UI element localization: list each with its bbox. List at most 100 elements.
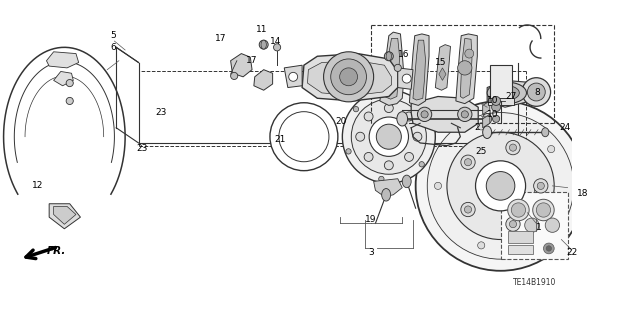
Circle shape — [506, 140, 520, 155]
Ellipse shape — [428, 113, 574, 259]
Text: 17: 17 — [214, 34, 226, 43]
Circle shape — [379, 176, 384, 182]
Ellipse shape — [541, 128, 549, 137]
Ellipse shape — [340, 68, 358, 86]
Text: 5: 5 — [111, 31, 116, 40]
Circle shape — [458, 61, 472, 75]
Text: 10: 10 — [487, 96, 499, 106]
Text: FR.: FR. — [47, 246, 66, 256]
Text: 19: 19 — [365, 215, 377, 224]
Circle shape — [536, 203, 550, 217]
Polygon shape — [398, 68, 413, 89]
Ellipse shape — [487, 82, 527, 104]
Polygon shape — [410, 34, 429, 105]
Ellipse shape — [476, 161, 525, 211]
Polygon shape — [49, 204, 81, 229]
Circle shape — [509, 220, 516, 228]
Polygon shape — [435, 45, 451, 90]
Ellipse shape — [483, 114, 492, 124]
Bar — [488, 98, 514, 105]
Ellipse shape — [381, 189, 390, 201]
Text: 3: 3 — [368, 249, 374, 257]
Polygon shape — [385, 38, 399, 99]
Circle shape — [525, 218, 539, 232]
Circle shape — [477, 242, 484, 249]
Ellipse shape — [397, 112, 408, 126]
Circle shape — [548, 145, 555, 153]
Bar — [508, 231, 532, 243]
Circle shape — [385, 161, 394, 170]
Ellipse shape — [522, 78, 550, 106]
Text: 18: 18 — [577, 189, 588, 197]
Circle shape — [404, 152, 413, 161]
Circle shape — [543, 243, 554, 254]
Ellipse shape — [494, 86, 519, 100]
Circle shape — [461, 111, 468, 118]
Circle shape — [545, 218, 559, 232]
Text: 23: 23 — [136, 144, 147, 153]
Polygon shape — [439, 68, 446, 80]
Circle shape — [273, 44, 281, 51]
Text: 8: 8 — [534, 87, 540, 97]
Bar — [490, 65, 512, 101]
Ellipse shape — [331, 59, 367, 95]
Text: 25: 25 — [476, 147, 486, 156]
Circle shape — [509, 144, 516, 151]
Polygon shape — [54, 71, 74, 86]
Circle shape — [394, 64, 401, 71]
Polygon shape — [284, 65, 302, 87]
Circle shape — [356, 132, 365, 141]
Polygon shape — [54, 206, 76, 224]
Circle shape — [493, 115, 500, 122]
Circle shape — [461, 202, 475, 217]
Circle shape — [353, 107, 358, 112]
Polygon shape — [483, 101, 490, 114]
Ellipse shape — [279, 112, 329, 162]
Text: 24: 24 — [559, 123, 570, 132]
Polygon shape — [302, 54, 398, 101]
Circle shape — [465, 49, 474, 58]
Circle shape — [461, 155, 475, 169]
Ellipse shape — [483, 126, 492, 138]
Polygon shape — [47, 52, 79, 68]
Circle shape — [506, 217, 520, 231]
Circle shape — [66, 79, 74, 87]
Circle shape — [413, 132, 422, 141]
Text: 16: 16 — [398, 50, 409, 59]
Polygon shape — [411, 96, 478, 132]
Polygon shape — [456, 34, 477, 104]
Text: 14: 14 — [269, 37, 281, 46]
Circle shape — [465, 159, 472, 166]
Circle shape — [421, 111, 428, 118]
Text: 21: 21 — [275, 135, 286, 144]
Text: 17: 17 — [246, 56, 258, 65]
Polygon shape — [483, 114, 490, 128]
Text: 6: 6 — [111, 43, 116, 52]
Text: TE14B1910: TE14B1910 — [513, 278, 556, 287]
Circle shape — [492, 103, 500, 112]
Circle shape — [404, 112, 413, 121]
Circle shape — [465, 206, 472, 213]
Circle shape — [537, 182, 545, 189]
Polygon shape — [380, 32, 404, 105]
Circle shape — [548, 219, 555, 226]
Ellipse shape — [376, 124, 401, 149]
Polygon shape — [254, 70, 273, 90]
Circle shape — [426, 119, 432, 125]
Circle shape — [458, 107, 472, 122]
Circle shape — [346, 149, 351, 154]
Ellipse shape — [369, 117, 408, 156]
Circle shape — [417, 107, 432, 122]
Ellipse shape — [527, 83, 545, 101]
Ellipse shape — [261, 40, 266, 49]
Text: 12: 12 — [32, 182, 44, 190]
Circle shape — [66, 97, 74, 105]
Circle shape — [394, 92, 399, 97]
Ellipse shape — [486, 172, 515, 200]
Text: 23: 23 — [155, 108, 166, 117]
Text: 27: 27 — [506, 92, 517, 101]
Circle shape — [532, 199, 554, 221]
Circle shape — [419, 162, 424, 167]
Circle shape — [259, 40, 268, 49]
Ellipse shape — [351, 99, 426, 174]
